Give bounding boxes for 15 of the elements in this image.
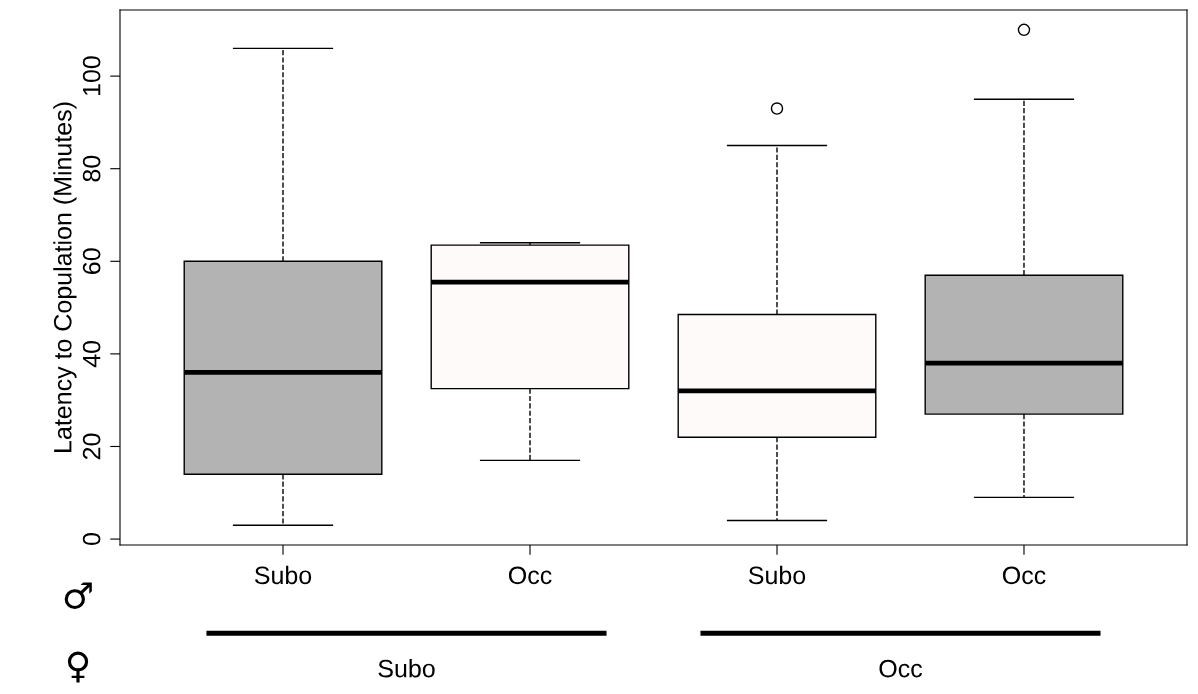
y-tick-label: 40 <box>82 340 101 368</box>
text: Occ <box>879 659 923 678</box>
y-axis-title: Latency to Copulation (Minutes) <box>53 102 77 452</box>
y-tick-label: 80 <box>82 155 101 182</box>
y-tick-label: 60 <box>82 248 101 274</box>
text: Subo <box>378 659 435 678</box>
text: ♀ <box>67 651 89 683</box>
text: ♂ <box>64 582 92 609</box>
x-tick-label: Subo <box>748 565 806 585</box>
y-tick-label: 100 <box>82 56 101 96</box>
x-tick-label: Subo <box>254 565 312 585</box>
y-tick-label: 20 <box>82 433 101 460</box>
x-tick-label: Occ <box>508 566 552 585</box>
x-tick-label: Occ <box>1002 566 1046 585</box>
y-tick-label: 0 <box>82 533 101 546</box>
